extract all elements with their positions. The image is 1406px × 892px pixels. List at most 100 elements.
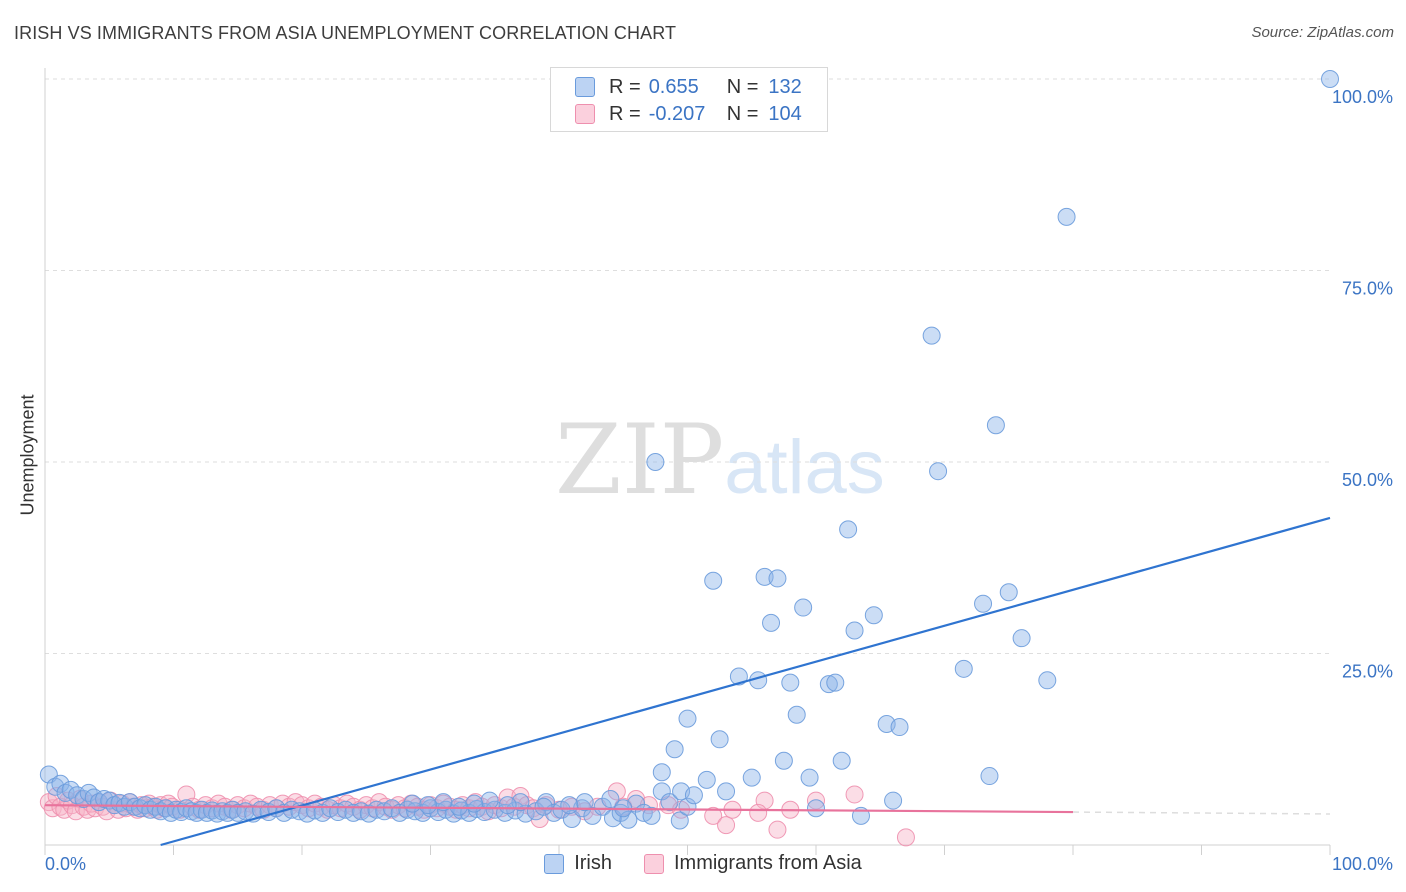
legend-r-value: 0.655: [648, 75, 699, 98]
irish-point: [480, 791, 499, 810]
irish-point: [704, 571, 723, 590]
irish-point: [742, 768, 761, 787]
watermark: ZIPatlas: [555, 404, 885, 516]
irish-point: [660, 793, 679, 812]
bottom-legend-label-irish: Irish: [574, 852, 612, 874]
irish-point: [755, 567, 774, 586]
y-tick-label: 75.0%: [1342, 279, 1393, 299]
irish-point: [498, 796, 517, 815]
irish-point: [929, 462, 948, 481]
asia-point: [511, 786, 530, 805]
irish-point: [646, 453, 665, 471]
irish-point: [922, 326, 941, 345]
irish-point: [845, 621, 864, 640]
asia-point: [749, 803, 768, 822]
irish-point: [218, 803, 237, 822]
axes: [44, 68, 1331, 855]
irish-point: [51, 774, 70, 793]
asia-point: [717, 816, 736, 835]
irish-point: [819, 675, 838, 694]
bottom-legend-irish: Irish: [544, 852, 612, 875]
irish-point: [228, 803, 247, 822]
irish-point: [534, 797, 553, 816]
irish-point: [344, 803, 363, 822]
asia-point: [896, 828, 915, 847]
grid: [45, 78, 1330, 654]
irish-point: [954, 659, 973, 678]
irish-point: [56, 783, 75, 802]
irish-point: [583, 806, 602, 825]
irish-point: [800, 768, 819, 787]
x-tick-label: 100.0%: [1332, 854, 1393, 874]
chart-title: IRISH VS IMMIGRANTS FROM ASIA UNEMPLOYME…: [14, 23, 677, 43]
y-tick-label: 100.0%: [1332, 87, 1393, 107]
irish-point: [670, 811, 689, 830]
irish-point: [794, 598, 813, 617]
legend-r-label: R =: [609, 75, 641, 98]
irish-point: [575, 793, 594, 812]
irish-point: [781, 673, 800, 692]
irish-point: [434, 793, 453, 812]
irish-point: [807, 799, 825, 818]
bottom-legend-swatch-asia: [643, 853, 664, 874]
bottom-legend-swatch-irish: [544, 853, 565, 874]
irish-point: [367, 800, 386, 819]
irish-point: [418, 796, 437, 815]
irish-point: [884, 791, 903, 810]
legend-r-value: -0.207: [648, 102, 706, 125]
irish-points: [39, 70, 1339, 830]
legend: R = 0.655 N = 132 R = -0.207 N = 104: [550, 67, 828, 132]
irish-point: [403, 794, 422, 813]
legend-swatch-irish: [575, 77, 595, 97]
chart-source: Source: ZipAtlas.com: [1251, 24, 1394, 41]
legend-swatch-asia: [575, 104, 595, 124]
irish-point: [986, 416, 1005, 435]
asia-point: [768, 820, 787, 839]
irish-point: [678, 709, 697, 728]
legend-n-label: N =: [726, 75, 759, 98]
irish-point: [652, 763, 671, 782]
irish-point: [560, 796, 579, 815]
irish-point: [787, 705, 806, 724]
irish-point: [864, 606, 883, 625]
irish-point: [1321, 70, 1339, 88]
bottom-legend: Irish Immigrants from Asia: [0, 852, 1406, 875]
legend-n-label: N =: [726, 102, 759, 125]
asia-point: [607, 782, 626, 801]
irish-point: [1038, 671, 1057, 690]
irish-point: [398, 800, 417, 819]
irish-point: [678, 797, 697, 816]
bottom-legend-asia: Immigrants from Asia: [643, 852, 862, 875]
irish-point: [46, 777, 65, 796]
irish-point: [593, 797, 612, 816]
watermark-zip: ZIP: [555, 404, 725, 516]
irish-point: [774, 751, 793, 770]
irish-point: [826, 673, 845, 692]
legend-r-label: R =: [609, 102, 641, 125]
irish-point: [762, 613, 781, 632]
asia-trend-line: [44, 804, 1074, 814]
irish-point: [665, 740, 684, 759]
irish-point: [642, 806, 661, 825]
irish-point: [697, 770, 716, 789]
irish-point: [980, 767, 999, 786]
irish-point: [768, 569, 787, 588]
irish-point: [465, 794, 484, 813]
legend-n-value: 132: [768, 75, 802, 98]
legend-row-asia: R = -0.207 N = 104: [575, 102, 802, 126]
legend-row-irish: R = 0.655 N = 132: [575, 75, 802, 99]
irish-point: [710, 730, 729, 749]
asia-point: [704, 806, 723, 825]
irish-point: [974, 594, 993, 613]
irish-point: [890, 718, 909, 737]
irish-point: [729, 667, 748, 686]
legend-n-value: 104: [768, 102, 802, 125]
irish-point: [619, 810, 638, 829]
irish-point: [839, 520, 858, 539]
irish-point: [717, 782, 736, 801]
trend-lines: [44, 516, 1331, 847]
irish-point: [832, 751, 851, 770]
asia-point: [845, 785, 864, 804]
asia-trend-extension: [1072, 811, 1331, 815]
